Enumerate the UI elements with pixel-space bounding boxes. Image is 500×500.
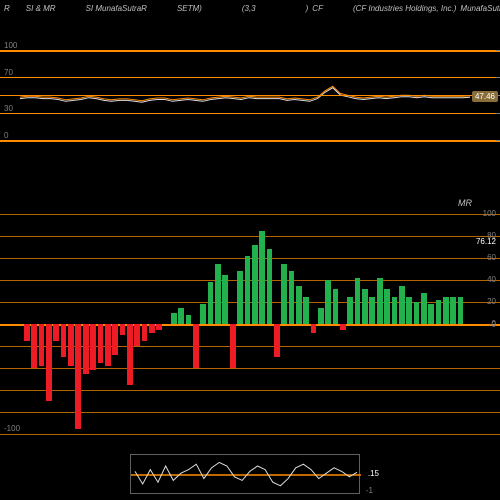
mr-bar xyxy=(355,278,361,324)
inset-line-chart xyxy=(131,455,361,495)
mid-gridline xyxy=(0,236,500,237)
mr-bar xyxy=(450,297,456,325)
mr-bar xyxy=(245,256,251,324)
mr-bar xyxy=(296,286,302,325)
mr-bar xyxy=(156,324,162,330)
mr-bar xyxy=(436,300,442,324)
mr-bar xyxy=(333,289,339,324)
mr-bar xyxy=(24,324,30,341)
header-si-mr: SI & MR xyxy=(26,4,56,18)
mr-bar xyxy=(267,249,273,324)
header-ticker: CF xyxy=(312,4,323,18)
mr-bar xyxy=(259,231,265,325)
mr-bar xyxy=(200,304,206,324)
inset-bottom-label: -1 xyxy=(366,486,373,495)
header-si-munafa: SI MunafaSutraR xyxy=(86,4,147,18)
mr-bar xyxy=(215,264,221,325)
tick-mark xyxy=(496,77,500,78)
mr-bar xyxy=(318,308,324,325)
top-gridline xyxy=(0,140,500,142)
mr-bar xyxy=(171,313,177,324)
mr-bar xyxy=(340,324,346,330)
mr-bar xyxy=(178,308,184,325)
tick-mark xyxy=(496,113,500,114)
mr-bar xyxy=(311,324,317,333)
mid-gridline xyxy=(0,214,500,215)
mr-bar xyxy=(421,293,427,324)
mr-bar xyxy=(428,304,434,324)
mid-left-tick-label: -100 xyxy=(4,424,20,433)
top-tick-label: 70 xyxy=(4,68,13,77)
mr-bar xyxy=(83,324,89,374)
mr-bar xyxy=(31,324,37,368)
mr-bar xyxy=(289,271,295,324)
inset-oscillator-panel: .15-1 xyxy=(130,454,360,494)
header-setm: SETM) xyxy=(177,4,202,18)
header-company: (CF Industries Holdings, Inc.) xyxy=(353,4,456,18)
mr-bar xyxy=(61,324,67,357)
tick-mark xyxy=(496,140,500,141)
mr-bar xyxy=(120,324,126,335)
top-gridline xyxy=(0,95,500,96)
mr-bar xyxy=(222,275,228,325)
top-gridline xyxy=(0,113,500,114)
mid-gridline xyxy=(0,434,500,435)
mr-bar xyxy=(392,297,398,325)
mr-bar xyxy=(369,297,375,325)
mr-bar xyxy=(112,324,118,355)
mid-right-tick-label: 40 xyxy=(487,275,496,284)
mr-bar xyxy=(237,271,243,324)
mid-value-label: 76.12 xyxy=(476,237,496,246)
tick-mark xyxy=(496,50,500,51)
mr-bar xyxy=(325,280,331,324)
mr-bar xyxy=(53,324,59,341)
mr-bar xyxy=(230,324,236,368)
mr-bar xyxy=(347,297,353,325)
mr-bar xyxy=(75,324,81,429)
mid-right-tick-label: 100 xyxy=(483,209,496,218)
mr-bar xyxy=(208,282,214,324)
mr-bar xyxy=(384,289,390,324)
top-tick-label: 30 xyxy=(4,104,13,113)
mr-bar xyxy=(134,324,140,346)
mr-bar xyxy=(399,286,405,325)
mr-bar xyxy=(186,315,192,324)
header-close: ) xyxy=(306,4,309,18)
chart-header: R SI & MR SI MunafaSutraR SETM) (3,3 ) C… xyxy=(0,4,500,18)
mr-bar xyxy=(274,324,280,357)
top-tick-label: 0 xyxy=(4,131,8,140)
header-r: R xyxy=(4,4,10,18)
top-tick-label: 100 xyxy=(4,41,17,50)
mid-right-tick-label: -0 xyxy=(489,320,496,329)
mr-bar xyxy=(281,264,287,325)
mr-bar xyxy=(377,278,383,324)
mr-bar xyxy=(458,297,464,325)
mr-bar xyxy=(193,324,199,368)
top-gridline xyxy=(0,77,500,78)
mr-bar xyxy=(303,297,309,325)
header-munafa-r: MunafaSutr xyxy=(460,4,500,18)
mr-bar xyxy=(68,324,74,366)
header-params: (3,3 xyxy=(242,4,256,18)
inset-value-label: .15 xyxy=(368,469,379,478)
mr-bar xyxy=(362,289,368,324)
mr-bar xyxy=(142,324,148,341)
top-gridline xyxy=(0,50,500,52)
mr-bar xyxy=(39,324,45,366)
mr-bar xyxy=(90,324,96,370)
mr-bar xyxy=(127,324,133,385)
mr-bar xyxy=(443,297,449,325)
inset-white-line xyxy=(135,462,357,485)
mid-right-tick-label: 60 xyxy=(487,253,496,262)
top-current-value: 47.46 xyxy=(472,91,498,102)
mr-bar xyxy=(46,324,52,401)
mr-bar xyxy=(98,324,104,363)
mr-bar xyxy=(149,324,155,333)
mr-bar xyxy=(252,245,258,324)
mr-bar xyxy=(406,297,412,325)
mr-label: MR xyxy=(458,198,472,208)
mr-bar xyxy=(105,324,111,366)
mr-bar xyxy=(414,302,420,324)
mid-right-tick-label: 20 xyxy=(487,297,496,306)
